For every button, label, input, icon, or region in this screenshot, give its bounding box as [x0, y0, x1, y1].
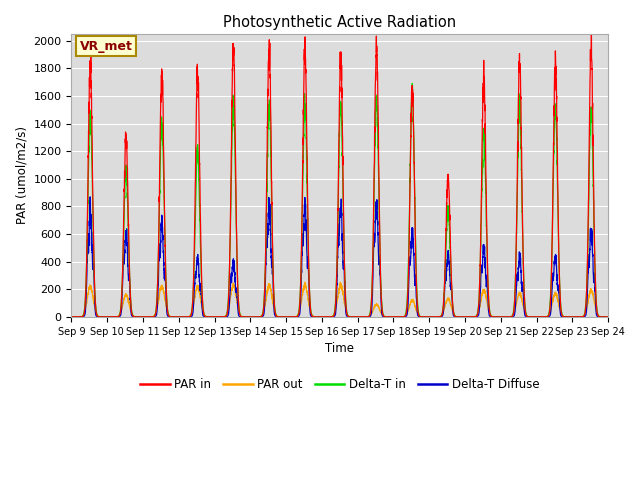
PAR out: [248, 314, 255, 320]
PAR in: [68, 314, 76, 320]
Delta-T in: [408, 81, 416, 86]
PAR in: [132, 314, 140, 320]
PAR in: [124, 215, 132, 221]
Delta-T Diffuse: [248, 314, 255, 320]
PAR in: [326, 314, 334, 320]
Line: Delta-T in: Delta-T in: [72, 84, 608, 317]
Delta-T in: [68, 314, 76, 320]
Line: PAR out: PAR out: [72, 282, 608, 317]
PAR in: [440, 303, 447, 309]
PAR out: [124, 300, 132, 305]
PAR out: [301, 279, 309, 285]
Delta-T Diffuse: [125, 276, 132, 282]
Delta-T Diffuse: [326, 314, 334, 320]
Delta-T Diffuse: [132, 314, 140, 320]
Title: Photosynthetic Active Radiation: Photosynthetic Active Radiation: [223, 15, 456, 30]
Delta-T in: [124, 228, 132, 234]
PAR in: [588, 28, 595, 34]
Delta-T in: [248, 314, 255, 320]
Delta-T in: [483, 223, 490, 228]
PAR in: [248, 314, 255, 320]
PAR out: [132, 314, 140, 320]
Text: VR_met: VR_met: [79, 39, 132, 52]
Delta-T Diffuse: [440, 308, 447, 313]
Delta-T in: [326, 314, 334, 320]
Delta-T in: [604, 314, 612, 320]
PAR out: [440, 309, 447, 314]
Delta-T Diffuse: [68, 314, 76, 320]
PAR in: [483, 182, 490, 188]
PAR in: [604, 314, 612, 320]
Delta-T in: [132, 314, 140, 320]
PAR out: [68, 314, 76, 320]
Legend: PAR in, PAR out, Delta-T in, Delta-T Diffuse: PAR in, PAR out, Delta-T in, Delta-T Dif…: [135, 373, 544, 396]
X-axis label: Time: Time: [325, 342, 354, 355]
Line: PAR in: PAR in: [72, 31, 608, 317]
PAR out: [326, 314, 334, 320]
Delta-T Diffuse: [604, 314, 612, 320]
PAR out: [604, 314, 612, 320]
Line: Delta-T Diffuse: Delta-T Diffuse: [72, 197, 608, 317]
Delta-T in: [440, 301, 447, 307]
Y-axis label: PAR (umol/m2/s): PAR (umol/m2/s): [15, 126, 28, 224]
PAR out: [483, 296, 490, 301]
Delta-T Diffuse: [86, 194, 94, 200]
Delta-T Diffuse: [483, 284, 490, 289]
